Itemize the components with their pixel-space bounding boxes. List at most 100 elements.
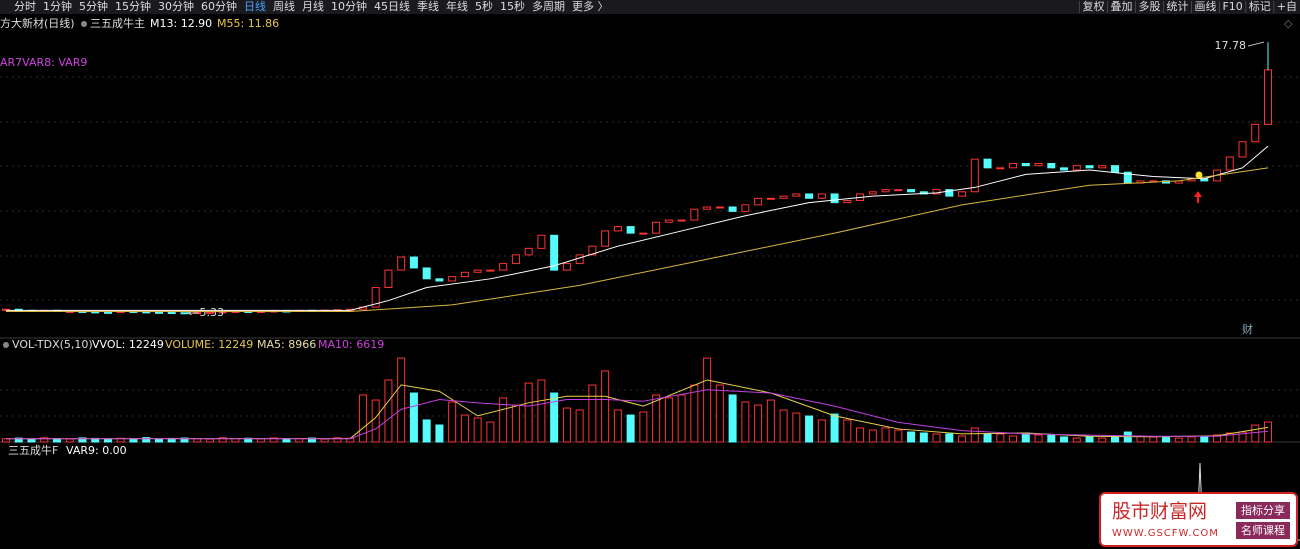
ind-name: 三五成牛F	[8, 443, 58, 457]
volume-bar	[180, 437, 189, 443]
volume-bar	[601, 370, 610, 443]
volume-bar	[1085, 436, 1094, 443]
m55-label: M55: 11.86	[217, 17, 279, 30]
volume-bar	[1162, 436, 1171, 443]
grid	[0, 76, 1300, 417]
volume-bar	[333, 437, 342, 443]
candle-body	[154, 311, 163, 314]
toolbar-item[interactable]: 30分钟	[158, 0, 194, 13]
candle-body	[766, 197, 775, 200]
volume-bar	[703, 357, 712, 443]
volume-bar	[384, 379, 393, 443]
candle-body	[817, 193, 826, 199]
indicator-name: 三五成牛主	[90, 16, 145, 30]
candle-body	[626, 226, 635, 234]
volume-bar	[728, 394, 737, 443]
settings-dot[interactable]	[81, 21, 87, 27]
volume-bar	[1072, 437, 1081, 443]
candle-body	[384, 269, 393, 289]
volume-bar	[652, 394, 661, 443]
volume-bar	[588, 384, 597, 443]
toolbar: 分时 1分钟 5分钟 15分钟 30分钟 60分钟 日线 周线 月线 10分钟 45日线 季线 年线 5秒…	[14, 0, 1297, 13]
tag-bg	[1236, 522, 1290, 539]
toolbar-item[interactable]: 标记	[1249, 0, 1271, 13]
volume-bar	[907, 431, 916, 443]
toolbar-bg	[0, 0, 1300, 14]
volume-bar	[1174, 437, 1183, 443]
toolbar-item[interactable]: 分时	[14, 0, 36, 13]
m13-label: M13: 12.90	[150, 17, 212, 30]
toolbar-item[interactable]: 5分钟	[79, 0, 108, 13]
candle-body	[1251, 123, 1260, 143]
stock-name: 方大新材(日线)	[0, 16, 75, 30]
toolbar-item[interactable]: 年线	[446, 0, 468, 13]
volume-bar	[460, 414, 469, 443]
toolbar-item[interactable]: +自	[1277, 0, 1297, 13]
watermark: 股市财富网 WWW.GSCFW.COM 指标分享 名师课程	[1099, 492, 1298, 547]
candle-body	[511, 254, 520, 265]
volume-bar	[1200, 436, 1209, 443]
toolbar-item[interactable]: F10	[1222, 0, 1242, 13]
toolbar-item[interactable]: 月线	[302, 0, 324, 13]
volume-bar	[626, 414, 635, 443]
diamond[interactable]: ◇	[1284, 17, 1293, 30]
toolbar-item[interactable]: 45日线	[374, 0, 410, 13]
volume-bar	[1034, 434, 1043, 443]
toolbar-item[interactable]: 15分钟	[115, 0, 151, 13]
toolbar-item[interactable]: 1分钟	[43, 0, 72, 13]
volume-bar	[562, 407, 571, 443]
volume-bar	[65, 438, 74, 443]
volume-bar	[970, 427, 979, 443]
candle-body	[907, 189, 916, 193]
candle-body	[167, 312, 176, 315]
candle-body	[524, 247, 533, 256]
ma10-label: MA10: 6619	[318, 338, 384, 351]
volume-bar	[830, 413, 839, 443]
candle-body	[588, 245, 597, 256]
toolbar-item[interactable]: 多股	[1138, 0, 1160, 13]
candle-body	[996, 167, 1005, 170]
ma5-label: MA5: 8966	[257, 338, 316, 351]
volume-bar	[779, 409, 788, 443]
ma13-line	[6, 145, 1269, 311]
candle-body	[664, 219, 673, 223]
toolbar-item[interactable]: 5秒	[475, 0, 493, 13]
candle-body	[728, 206, 737, 212]
candle-body	[537, 234, 546, 249]
candle-body	[843, 199, 852, 204]
toolbar-item[interactable]: 日线	[244, 0, 266, 13]
toolbar-item[interactable]: 10分钟	[331, 0, 367, 13]
toolbar-item[interactable]: 复权	[1082, 0, 1104, 13]
toolbar-item[interactable]: 60分钟	[201, 0, 237, 13]
candle-body	[499, 263, 508, 271]
candle-body	[486, 269, 495, 272]
candle-body	[371, 287, 380, 308]
toolbar-item[interactable]: 统计	[1166, 0, 1188, 13]
volume-bar	[1149, 436, 1158, 443]
candle-body	[1021, 162, 1030, 167]
toolbar-item[interactable]: 周线	[273, 0, 295, 13]
volume-bar	[422, 419, 431, 443]
volume-bar	[856, 427, 865, 443]
volume-bar	[358, 394, 367, 443]
volume-bar	[142, 437, 151, 443]
volume-bar	[499, 397, 508, 443]
volume-bar	[805, 415, 814, 443]
toolbar-item[interactable]: 15秒	[500, 0, 525, 13]
volume-bar	[754, 404, 763, 443]
volume-bar	[103, 438, 112, 443]
volume-bar	[792, 412, 801, 443]
toolbar-item[interactable]: 多周期	[532, 0, 565, 13]
settings-dot[interactable]	[3, 342, 9, 348]
toolbar-item[interactable]: 画线	[1194, 0, 1216, 13]
volume-bar	[639, 411, 648, 443]
vol_ma10-line	[6, 389, 1269, 440]
marks: 17.78 5.33	[2, 39, 1272, 443]
candle-body	[550, 234, 559, 271]
toolbar-item[interactable]: 叠加	[1110, 0, 1132, 13]
toolbar-item[interactable]: 季线	[417, 0, 439, 13]
toolbar-item[interactable]: 更多 〉	[572, 0, 609, 13]
candle-body	[1009, 162, 1018, 169]
candle-body	[970, 158, 979, 193]
candle-body	[754, 197, 763, 206]
